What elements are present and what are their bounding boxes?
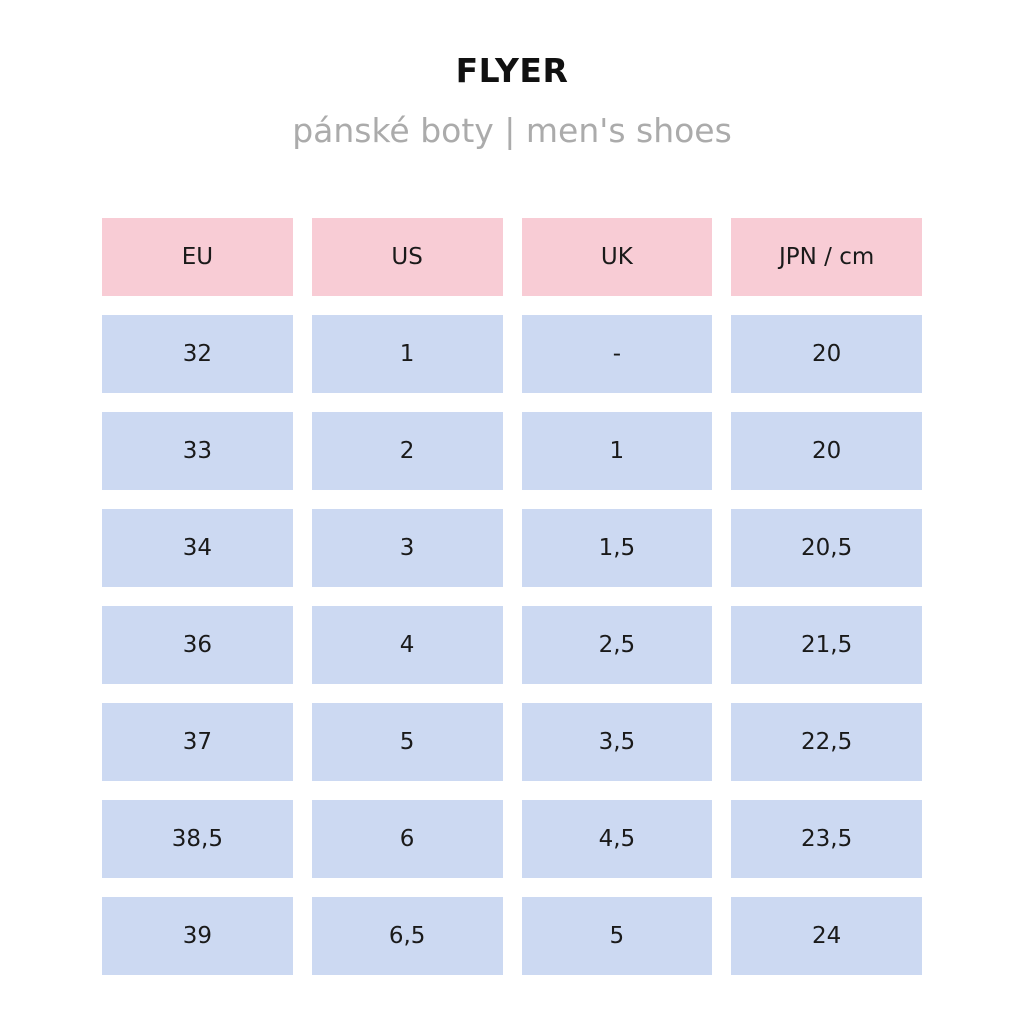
table-row: 38,5 6 4,5 23,5 [102,800,922,878]
cell-eu: 36 [102,606,293,684]
table-row: 33 2 1 20 [102,412,922,490]
header-cell-uk: UK [521,218,713,296]
cell-jpn: 23,5 [731,800,922,878]
table-row: 39 6,5 5 24 [102,897,922,975]
cell-us: 2 [311,412,503,490]
cell-jpn: 20 [731,315,922,393]
cell-us: 6 [311,800,503,878]
cell-eu: 33 [102,412,293,490]
size-chart-table: EU US UK JPN / cm 32 1 - 20 33 2 1 20 34… [102,218,922,994]
header-cell-eu: EU [102,218,293,296]
cell-eu: 39 [102,897,293,975]
cell-us: 6,5 [311,897,503,975]
cell-uk: 5 [521,897,713,975]
cell-uk: - [521,315,713,393]
cell-eu: 32 [102,315,293,393]
cell-us: 3 [311,509,503,587]
cell-uk: 2,5 [521,606,713,684]
cell-uk: 1 [521,412,713,490]
table-row: 32 1 - 20 [102,315,922,393]
header-cell-us: US [311,218,503,296]
table-row: 34 3 1,5 20,5 [102,509,922,587]
cell-us: 4 [311,606,503,684]
cell-us: 5 [311,703,503,781]
header-cell-jpn: JPN / cm [731,218,922,296]
cell-jpn: 20,5 [731,509,922,587]
table-row: 36 4 2,5 21,5 [102,606,922,684]
cell-eu: 38,5 [102,800,293,878]
cell-eu: 34 [102,509,293,587]
page-title: FLYER [455,51,569,90]
cell-uk: 3,5 [521,703,713,781]
cell-jpn: 20 [731,412,922,490]
table-header-row: EU US UK JPN / cm [102,218,922,296]
cell-us: 1 [311,315,503,393]
table-row: 37 5 3,5 22,5 [102,703,922,781]
cell-jpn: 21,5 [731,606,922,684]
cell-jpn: 22,5 [731,703,922,781]
cell-uk: 1,5 [521,509,713,587]
cell-eu: 37 [102,703,293,781]
cell-jpn: 24 [731,897,922,975]
cell-uk: 4,5 [521,800,713,878]
page-subtitle: pánské boty | men's shoes [292,111,732,150]
